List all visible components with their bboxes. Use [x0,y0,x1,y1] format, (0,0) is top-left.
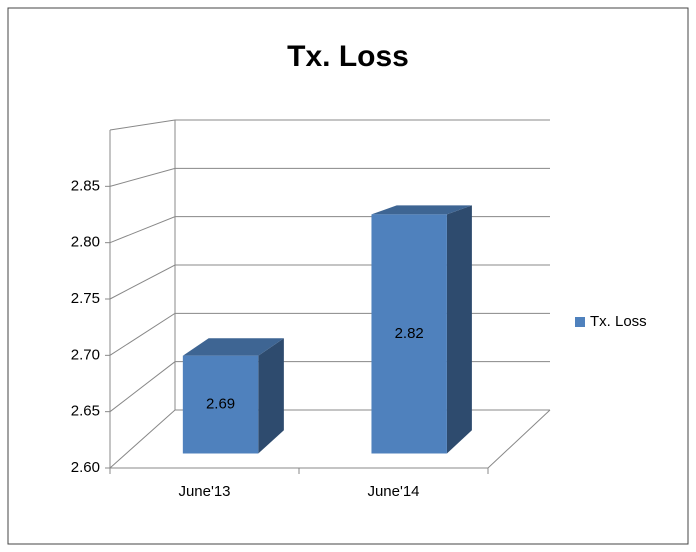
y-tick-label: 2.60 [71,459,100,476]
bar [371,214,447,454]
y-tick-label: 2.70 [71,346,100,363]
x-tick-label: June'14 [367,483,419,500]
grid-line [109,167,550,187]
legend-label: Tx. Loss [590,313,647,330]
bar-side [258,338,284,454]
chart-title: Tx. Loss [287,40,409,73]
x-tick-label: June'13 [178,483,230,500]
y-tick-label: 2.80 [71,234,100,251]
bar-top [182,338,284,356]
y-tick-label: 2.75 [71,290,100,307]
bar-side [446,205,472,454]
y-tick-label: 2.85 [71,177,100,194]
legend-swatch [575,317,585,327]
data-label: 2.69 [206,396,235,413]
chart-border [7,7,689,545]
data-label: 2.82 [395,325,424,342]
y-tick-label: 2.65 [71,403,100,420]
bar [182,355,259,454]
bar-top [371,205,472,215]
